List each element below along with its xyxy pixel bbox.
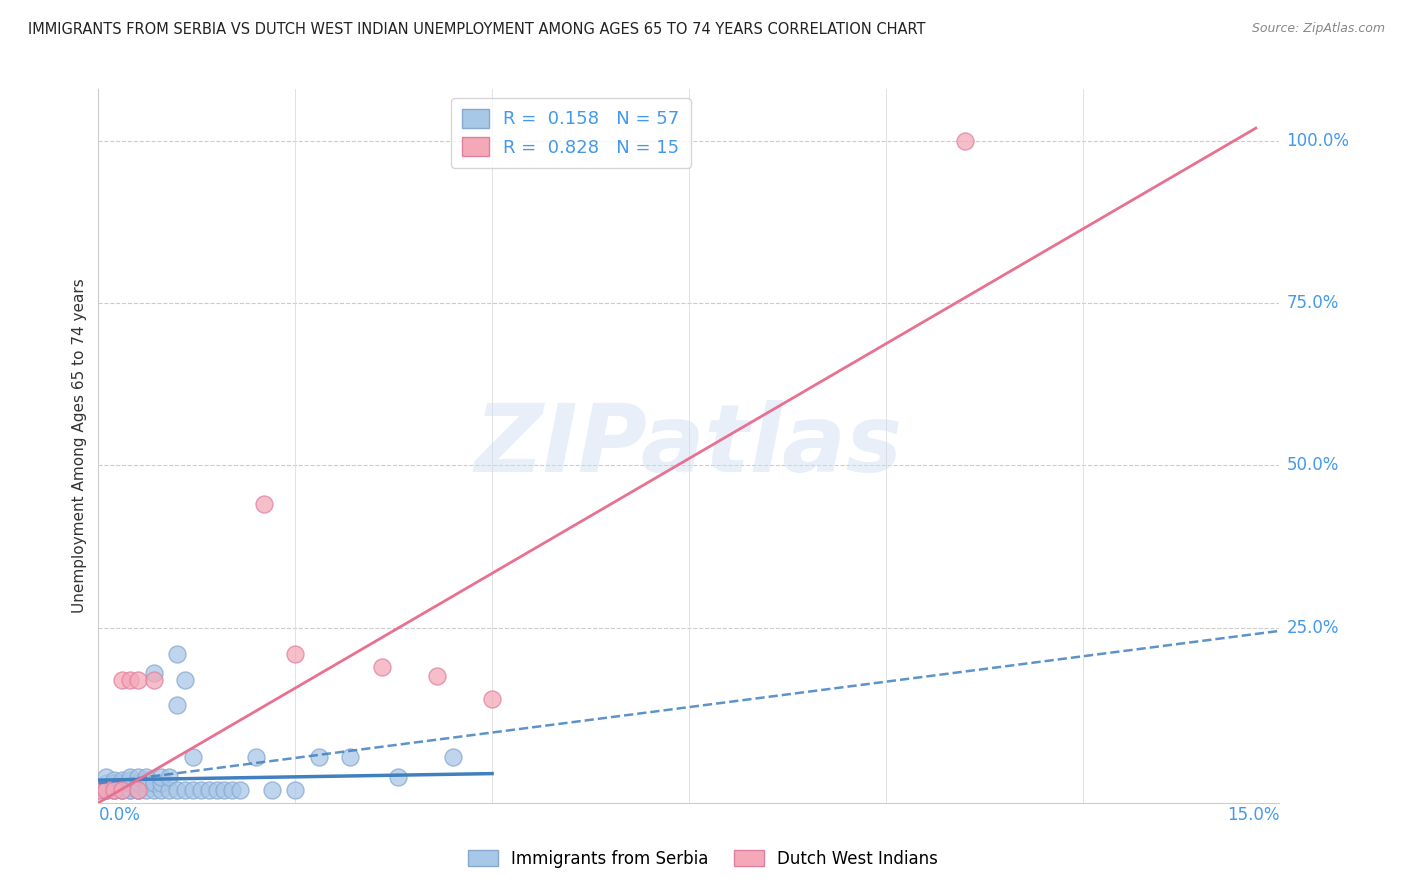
Point — [103, 782, 125, 797]
Point — [111, 782, 134, 797]
Point — [441, 750, 464, 764]
Point — [127, 770, 149, 784]
Point — [142, 782, 165, 797]
Point — [221, 782, 243, 797]
Point — [150, 776, 173, 790]
Point — [103, 776, 125, 790]
Point — [87, 782, 110, 797]
Text: 15.0%: 15.0% — [1227, 806, 1279, 824]
Point — [96, 782, 118, 797]
Point — [284, 782, 307, 797]
Point — [260, 782, 283, 797]
Point — [150, 782, 173, 797]
Point — [166, 782, 188, 797]
Point — [127, 782, 149, 797]
Point — [103, 780, 125, 794]
Point — [142, 673, 165, 687]
Point — [157, 770, 180, 784]
Point — [111, 776, 134, 790]
Point — [197, 782, 219, 797]
Point — [214, 782, 236, 797]
Point — [157, 782, 180, 797]
Point — [181, 750, 204, 764]
Point — [96, 776, 118, 790]
Point — [96, 782, 118, 797]
Point — [103, 782, 125, 797]
Point — [142, 666, 165, 681]
Point — [953, 134, 976, 148]
Point — [127, 673, 149, 687]
Point — [111, 782, 134, 797]
Text: 50.0%: 50.0% — [1286, 457, 1339, 475]
Point — [96, 780, 118, 794]
Point — [253, 497, 276, 511]
Point — [87, 782, 110, 797]
Point — [127, 776, 149, 790]
Point — [174, 782, 197, 797]
Point — [118, 770, 141, 784]
Point — [481, 692, 503, 706]
Point — [190, 782, 212, 797]
Point — [111, 782, 134, 797]
Point — [142, 776, 165, 790]
Point — [135, 782, 157, 797]
Point — [118, 782, 141, 797]
Text: 100.0%: 100.0% — [1286, 132, 1350, 150]
Point — [87, 780, 110, 794]
Point — [127, 782, 149, 797]
Text: Source: ZipAtlas.com: Source: ZipAtlas.com — [1251, 22, 1385, 36]
Point — [308, 750, 330, 764]
Point — [166, 647, 188, 661]
Legend: Immigrants from Serbia, Dutch West Indians: Immigrants from Serbia, Dutch West India… — [461, 844, 945, 875]
Point — [135, 773, 157, 788]
Point — [96, 782, 118, 797]
Point — [118, 773, 141, 788]
Point — [118, 673, 141, 687]
Text: 0.0%: 0.0% — [98, 806, 141, 824]
Point — [111, 673, 134, 687]
Point — [174, 673, 197, 687]
Point — [96, 770, 118, 784]
Text: 75.0%: 75.0% — [1286, 294, 1339, 312]
Point — [229, 782, 252, 797]
Point — [118, 776, 141, 790]
Point — [150, 770, 173, 784]
Point — [166, 698, 188, 713]
Text: ZIPatlas: ZIPatlas — [475, 400, 903, 492]
Point — [135, 776, 157, 790]
Y-axis label: Unemployment Among Ages 65 to 74 years: Unemployment Among Ages 65 to 74 years — [72, 278, 87, 614]
Point — [339, 750, 361, 764]
Point — [103, 773, 125, 788]
Point — [127, 782, 149, 797]
Point — [387, 770, 409, 784]
Legend: R =  0.158   N = 57, R =  0.828   N = 15: R = 0.158 N = 57, R = 0.828 N = 15 — [451, 98, 690, 168]
Point — [103, 782, 125, 797]
Point — [135, 770, 157, 784]
Text: IMMIGRANTS FROM SERBIA VS DUTCH WEST INDIAN UNEMPLOYMENT AMONG AGES 65 TO 74 YEA: IMMIGRANTS FROM SERBIA VS DUTCH WEST IND… — [28, 22, 925, 37]
Text: 25.0%: 25.0% — [1286, 619, 1339, 637]
Point — [181, 782, 204, 797]
Point — [371, 659, 394, 673]
Point — [205, 782, 228, 797]
Point — [245, 750, 267, 764]
Point — [426, 669, 449, 683]
Point — [111, 773, 134, 788]
Point — [118, 782, 141, 797]
Point — [284, 647, 307, 661]
